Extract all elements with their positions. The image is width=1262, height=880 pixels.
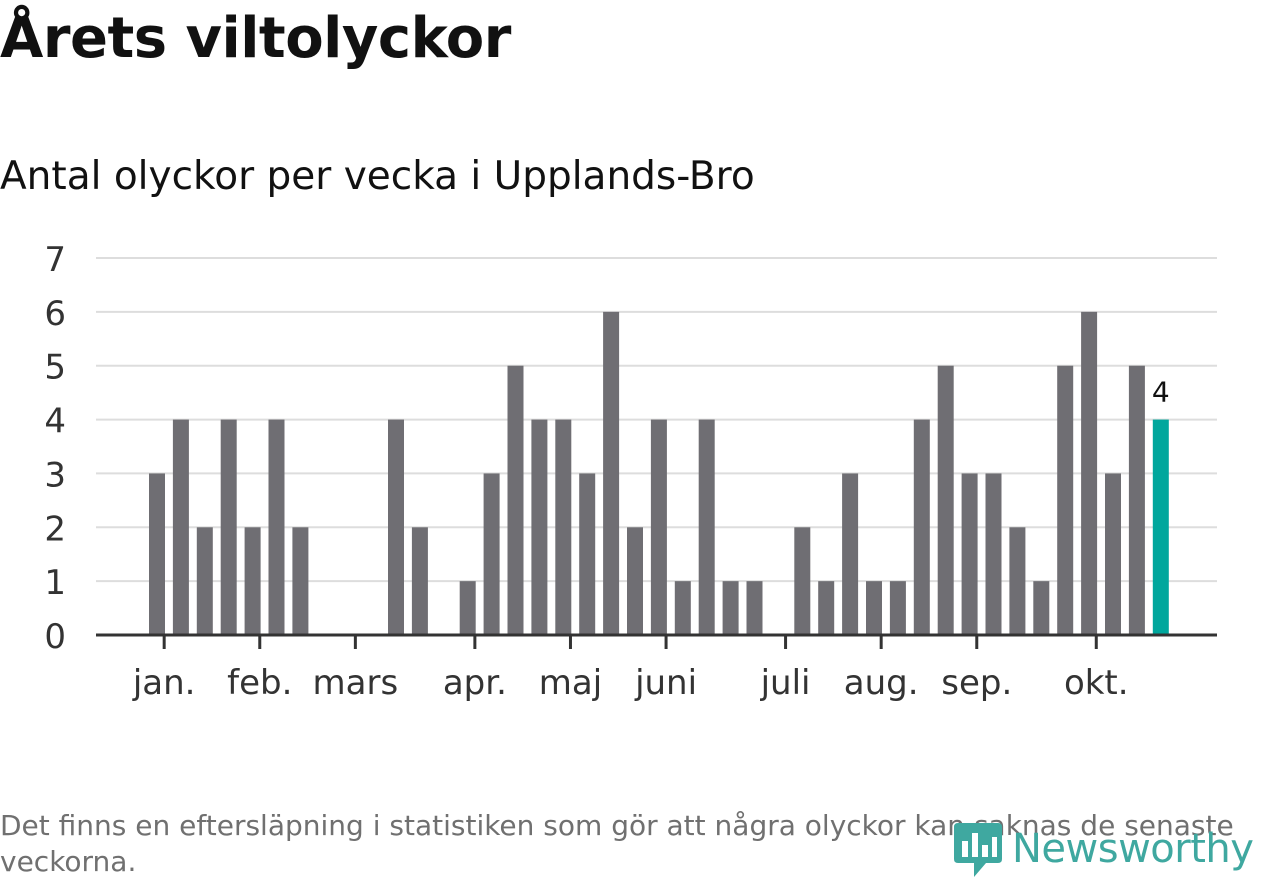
bar-week-36 — [985, 473, 1002, 635]
bar-week-41 — [1105, 473, 1121, 635]
bar-week-28 — [794, 527, 811, 635]
x-tick-label-juli: juli — [760, 663, 811, 703]
y-tick-label-6: 6 — [44, 294, 66, 334]
bar-week-19 — [579, 473, 596, 635]
bar-week-34 — [937, 365, 954, 635]
bar-week-2 — [172, 419, 189, 635]
bar-week-43 — [1152, 419, 1169, 635]
bar-week-26 — [746, 581, 763, 635]
data-labels: 4 — [1152, 376, 1170, 409]
bar-week-14 — [459, 581, 476, 635]
bar-week-18 — [555, 419, 572, 635]
x-tick-label-jan: jan. — [132, 663, 196, 703]
bar-week-23 — [674, 581, 691, 635]
bar-week-22 — [650, 419, 667, 635]
y-tick-label-4: 4 — [44, 402, 66, 442]
bar-week-7 — [292, 527, 309, 635]
bar-week-21 — [627, 527, 643, 635]
x-tick-label-juni: juni — [634, 663, 697, 703]
brand-name: Newsworthy — [1012, 826, 1254, 872]
bar-week-42 — [1128, 365, 1145, 635]
bar-week-6 — [268, 419, 285, 635]
brand-logo: Newsworthy — [950, 818, 1254, 880]
bar-week-33 — [913, 419, 930, 635]
bar-week-5 — [244, 527, 261, 635]
footnote: Det finns en eftersläpning i statistiken… — [0, 809, 1234, 878]
x-tick-label-apr: apr. — [443, 663, 507, 703]
bar-week-3 — [196, 527, 213, 635]
bar-week-16 — [507, 365, 524, 635]
y-tick-label-5: 5 — [44, 348, 66, 388]
bar-week-31 — [866, 581, 882, 635]
highlight-data-label: 4 — [1152, 376, 1170, 409]
bar-week-24 — [698, 419, 715, 635]
x-tick-label-aug: aug. — [844, 663, 919, 703]
y-tick-label-3: 3 — [44, 455, 66, 495]
bar-week-15 — [483, 473, 500, 635]
bar-week-37 — [1009, 527, 1026, 635]
bar-week-11 — [388, 419, 404, 635]
bar-week-38 — [1033, 581, 1050, 635]
newsworthy-logo-icon — [954, 823, 1002, 877]
bar-week-30 — [842, 473, 859, 635]
bar-week-40 — [1081, 311, 1098, 635]
bar-week-12 — [411, 527, 428, 635]
x-tick-label-feb: feb. — [227, 663, 292, 703]
bar-week-25 — [722, 581, 739, 635]
bar-chart: 0 1 2 3 4 5 6 7 jan. feb. mars apr. maj juni juli aug.… — [44, 240, 1217, 703]
y-tick-label-2: 2 — [44, 509, 66, 549]
bar-week-4 — [220, 419, 237, 635]
chart-subtitle: Antal olyckor per vecka i Upplands-Bro — [0, 154, 755, 199]
bar-week-35 — [961, 473, 978, 635]
y-tick-label-1: 1 — [44, 563, 66, 603]
bar-week-17 — [531, 419, 548, 635]
x-tick-label-maj: maj — [539, 663, 602, 703]
x-axis: jan. feb. mars apr. maj juni juli aug. sep. okt. — [96, 633, 1217, 703]
y-tick-label-0: 0 — [44, 617, 66, 657]
bar-week-29 — [818, 581, 835, 635]
bar-week-39 — [1057, 365, 1074, 635]
x-tick-label-sep: sep. — [941, 663, 1012, 703]
y-tick-label-7: 7 — [44, 240, 66, 280]
y-axis-ticks: 0 1 2 3 4 5 6 7 — [44, 240, 66, 657]
bar-week-32 — [889, 581, 906, 635]
bar-week-1 — [149, 473, 165, 635]
x-tick-label-okt: okt. — [1064, 663, 1129, 703]
bars — [149, 311, 1169, 635]
x-tick-label-mars: mars — [313, 663, 399, 703]
chart-title: Årets viltolyckor — [0, 6, 511, 71]
bar-week-20 — [603, 311, 620, 635]
